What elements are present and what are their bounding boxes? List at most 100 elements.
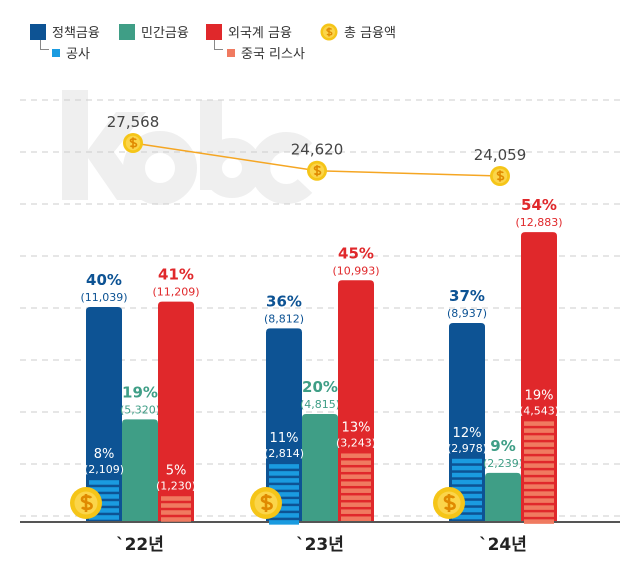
sub-bar-stripe: [524, 477, 554, 482]
legend-china: 중국 리스사: [227, 43, 305, 62]
sub-bar-stripe: [341, 474, 371, 479]
sub-bar-stripe: [89, 501, 119, 506]
sub-bar-stripe: [269, 499, 299, 504]
sub-value-label: (1,230): [156, 479, 196, 492]
coin-dollar-icon: [129, 137, 138, 149]
coin-dollar-icon: [496, 170, 505, 182]
bar-value-label: (8,937): [447, 307, 487, 320]
sub-value-label: (4,543): [519, 404, 559, 417]
sub-bar-stripe: [524, 505, 554, 510]
bar-외국계 금융: [158, 301, 194, 521]
bar-value-label: (10,993): [332, 264, 379, 277]
sub-bar-stripe: [524, 491, 554, 496]
sub-bar-stripe: [341, 502, 371, 507]
sub-pct-label: 8%: [94, 447, 115, 462]
sub-bar-stripe: [524, 421, 554, 426]
sub-bar-stripe: [524, 428, 554, 433]
corp-swatch: [52, 48, 60, 57]
legend-label: 정책금융: [52, 26, 100, 41]
bar-pct-label: 45%: [338, 244, 374, 262]
sub-bar-stripe: [524, 449, 554, 454]
sub-bar-stripe: [269, 492, 299, 497]
sub-bar-stripe: [89, 480, 119, 485]
bar-pct-label: 9%: [490, 437, 515, 455]
legend-corp: 공사: [52, 43, 90, 62]
sub-bar-stripe: [452, 458, 482, 464]
bar-민간금융: [122, 419, 158, 521]
china-swatch: [227, 48, 235, 57]
sub-bar-stripe: [341, 495, 371, 500]
legend-label: 외국계 금융: [228, 26, 292, 41]
x-tick-label: `24년: [479, 535, 527, 555]
bar-pct-label: 20%: [302, 378, 338, 396]
legend-label: 민간금융: [141, 26, 189, 41]
coin-dollar-icon: [80, 494, 93, 512]
legend-connector: [214, 40, 223, 50]
sub-bar-stripe: [341, 509, 371, 514]
private-swatch: [119, 23, 135, 40]
total-label: 27,568: [107, 113, 160, 131]
coin-dollar-icon: [443, 494, 456, 512]
bar-pct-label: 40%: [86, 271, 122, 289]
sub-bar-stripe: [161, 517, 191, 522]
bar-value-label: (11,209): [152, 286, 199, 299]
sub-pct-label: 11%: [270, 431, 299, 446]
bar-pct-label: 41%: [158, 266, 194, 284]
sub-bar-stripe: [524, 435, 554, 440]
bar-외국계 금융: [521, 232, 557, 521]
legend-connector: [40, 40, 49, 50]
sub-pct-label: 13%: [342, 420, 371, 435]
bar-pct-label: 36%: [266, 292, 302, 310]
policy-swatch: [30, 23, 46, 40]
sub-bar-stripe: [89, 508, 119, 513]
x-tick-label: `22년: [116, 535, 164, 555]
sub-bar-stripe: [269, 506, 299, 511]
bar-pct-label: 54%: [521, 196, 557, 214]
sub-bar-stripe: [452, 472, 482, 478]
sub-bar-stripe: [524, 456, 554, 461]
sub-bar-stripe: [452, 493, 482, 499]
bar-value-label: (2,239): [483, 457, 523, 470]
bar-정책금융: [449, 323, 485, 521]
sub-bar-stripe: [269, 485, 299, 490]
sub-bar-stripe: [524, 512, 554, 517]
sub-value-label: (3,243): [336, 436, 376, 449]
bar-value-label: (4,815): [300, 398, 340, 411]
bar-value-label: (11,039): [80, 291, 127, 304]
legend-private: 민간금융: [119, 22, 189, 41]
sub-pct-label: 12%: [453, 426, 482, 441]
bar-value-label: (5,320): [120, 403, 160, 416]
sub-bar-stripe: [269, 520, 299, 525]
bar-pct-label: 19%: [122, 383, 158, 401]
sub-bar-stripe: [161, 496, 191, 501]
bar-민간금융: [485, 472, 521, 521]
x-tick-label: `23년: [296, 535, 344, 555]
bar-value-label: (12,883): [515, 216, 562, 229]
sub-bar-stripe: [341, 481, 371, 486]
sub-bar-stripe: [89, 494, 119, 499]
legend-foreign: 외국계 금융: [206, 22, 292, 41]
bar-value-label: (8,812): [264, 312, 304, 325]
sub-bar-stripe: [89, 515, 119, 520]
sub-bar-stripe: [524, 519, 554, 524]
legend-label: 중국 리스사: [241, 47, 305, 62]
sub-bar-stripe: [452, 514, 482, 520]
sub-bar-stripe: [524, 463, 554, 468]
sub-bar-stripe: [452, 507, 482, 513]
watermark-logo-b-bowl: [202, 138, 262, 198]
sub-bar-stripe: [89, 487, 119, 492]
legend-policy: 정책금융: [30, 22, 100, 41]
sub-bar-stripe: [269, 513, 299, 518]
total-label: 24,059: [474, 146, 527, 164]
sub-bar-stripe: [524, 498, 554, 503]
sub-value-label: (2,109): [84, 463, 124, 476]
bar-pct-label: 37%: [449, 287, 485, 305]
sub-bar-stripe: [341, 460, 371, 465]
coin-dollar-icon: [260, 494, 273, 512]
sub-bar-stripe: [524, 484, 554, 489]
sub-value-label: (2,978): [447, 442, 487, 455]
watermark-logo-c: [250, 132, 313, 204]
legend-total: 총 금융액: [320, 22, 396, 41]
legend-label: 공사: [66, 47, 90, 62]
